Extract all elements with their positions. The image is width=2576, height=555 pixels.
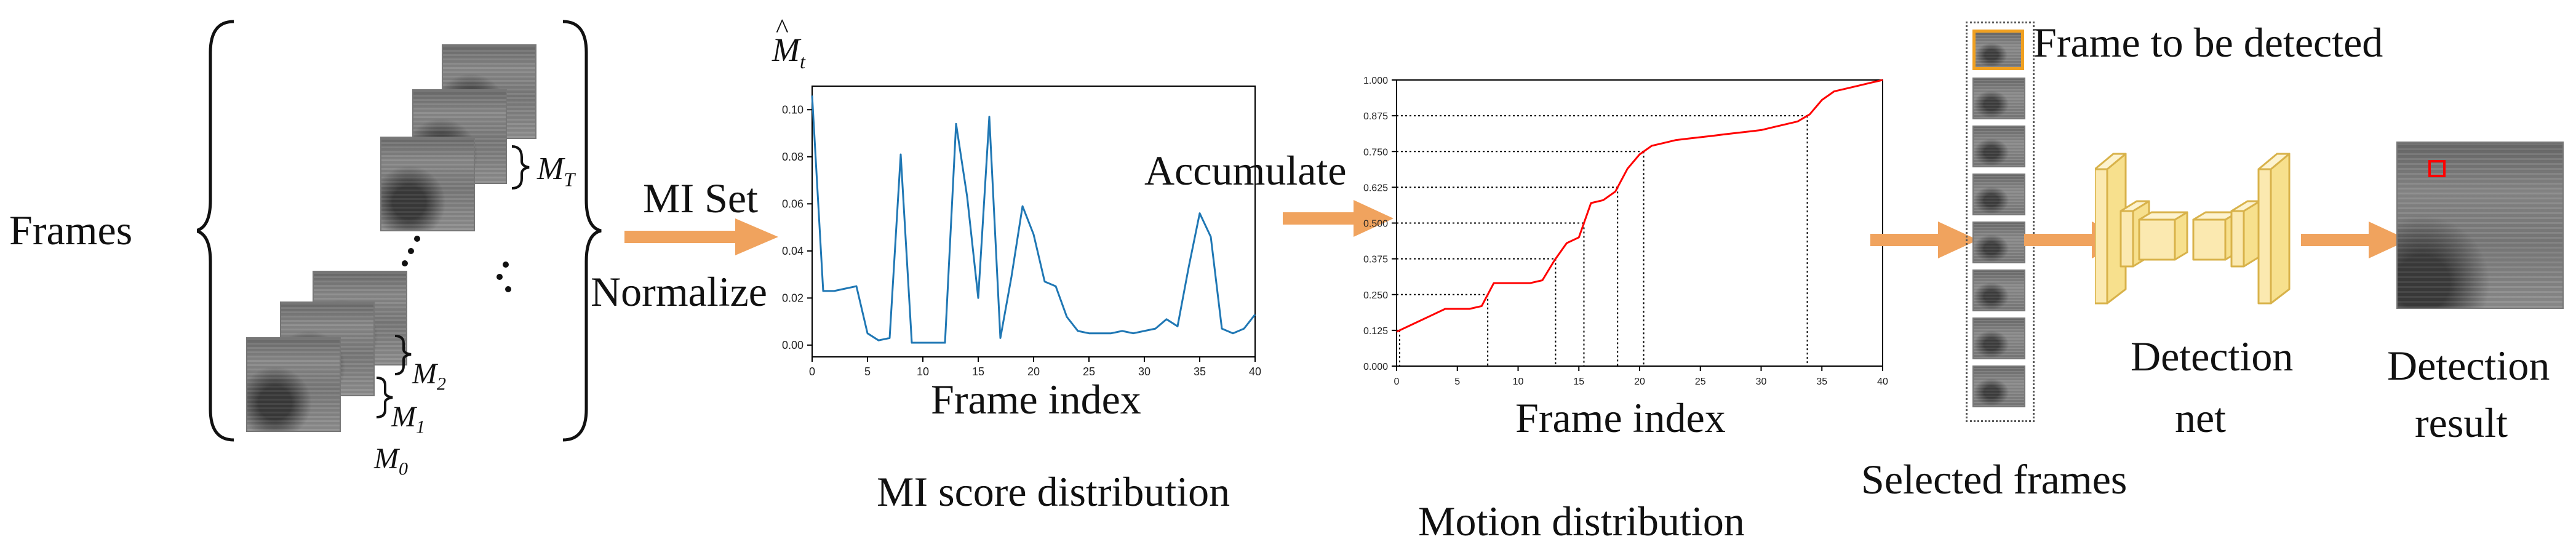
- motion-label-m1: M1: [391, 401, 425, 437]
- selected-frame-4: [1972, 174, 2025, 215]
- brace-m1: [376, 377, 393, 418]
- x-tick-label: 35: [1194, 365, 1206, 378]
- series-line: [811, 95, 1256, 344]
- y-tick-label: 0.375: [1363, 255, 1388, 265]
- x-tick-label: 30: [1756, 377, 1767, 387]
- x-tick-label: 0: [809, 365, 815, 378]
- y-tick-label: 0.875: [1363, 111, 1388, 122]
- arrow-1: [624, 218, 778, 255]
- y-tick-label: 0.04: [782, 245, 804, 257]
- selected-frame-7: [1972, 317, 2025, 359]
- detection-result-line2: result: [2415, 399, 2508, 446]
- y-tick-label: 0.08: [782, 151, 804, 163]
- y-tick-label: 0.250: [1363, 290, 1388, 301]
- x-tick-label: 10: [1513, 377, 1524, 387]
- y-tick-label: 1.000: [1363, 76, 1388, 86]
- arrow-5: [2301, 222, 2409, 258]
- detection-bounding-box: [2428, 160, 2446, 177]
- detection-result-image: [2396, 142, 2564, 309]
- frame-stack-lower-1: [246, 337, 341, 432]
- x-tick-label: 5: [864, 365, 871, 378]
- x-tick-label: 25: [1695, 377, 1706, 387]
- y-tick-label: 0.000: [1363, 362, 1388, 372]
- frames-ellipsis-dots: [402, 236, 511, 292]
- x-tick-label: 30: [1138, 365, 1150, 378]
- motion-distribution-chart: 0 5 10 15 20 25 30 35 40 0.000 0.125 0.250 0.375 0.50…: [1363, 76, 1888, 387]
- arrow1-bottom-label: Normalize: [591, 268, 767, 315]
- detection-net-line1: Detection: [2131, 333, 2294, 380]
- arrow-3: [1870, 222, 1978, 258]
- selected-frame-8: [1972, 365, 2025, 407]
- y-tick-label: 0.06: [782, 198, 804, 210]
- x-tick-label: 40: [1249, 365, 1261, 378]
- x-tick-label: 20: [1027, 365, 1040, 378]
- mi-chart-xlabel: Frame index: [931, 376, 1141, 423]
- y-tick-label: 0.00: [782, 339, 804, 351]
- y-tick-label: 0.125: [1363, 326, 1388, 337]
- x-tick-label: 40: [1877, 377, 1888, 387]
- selected-frames-strip: [1966, 22, 2035, 422]
- selected-frame-6: [1972, 270, 2025, 311]
- mi-score-chart: 0 5 10 15 20 25 30 35 40 0.00 0.02 0.04 0.06 0.08 0.10: [782, 86, 1261, 378]
- motion-chart-caption: Motion distribution: [1418, 498, 1745, 545]
- right-curly-brace: [562, 20, 602, 442]
- x-tick-label: 10: [917, 365, 929, 378]
- brace-mt: [511, 145, 530, 190]
- x-tick-label: 0: [1394, 377, 1400, 387]
- motion-braces: [376, 145, 530, 418]
- x-tick-label: 20: [1634, 377, 1645, 387]
- arrow1-top-label: MI Set: [643, 175, 758, 222]
- y-tick-label: 0.10: [782, 103, 804, 116]
- motion-chart-xlabel: Frame index: [1515, 394, 1726, 441]
- mi-chart-ylabel: ^ Mt: [772, 14, 805, 73]
- frames-brace-group: [197, 20, 602, 442]
- selected-frame-3: [1972, 126, 2025, 167]
- frame-to-detect-label: Frame to be detected: [2033, 19, 2383, 66]
- frame-stack-upper-1: [380, 137, 475, 231]
- plot-frame: [811, 86, 1256, 357]
- brace-m2: [394, 335, 412, 375]
- detection-net-diagram: [2095, 153, 2291, 305]
- x-tick-label: 25: [1083, 365, 1095, 378]
- series-line: [1396, 79, 1883, 333]
- y-tick-label: 0.02: [782, 292, 804, 304]
- y-tick-label: 0.625: [1363, 183, 1388, 193]
- selected-frame-5: [1972, 222, 2025, 263]
- selected-frame-1: [1972, 30, 2024, 70]
- detection-result-line1: Detection: [2387, 342, 2550, 389]
- plot-frame: [1396, 79, 1883, 367]
- x-tick-label: 15: [1573, 377, 1584, 387]
- x-tick-label: 35: [1816, 377, 1827, 387]
- selected-frame-2: [1972, 78, 2025, 119]
- frames-label: Frames: [9, 207, 133, 254]
- detection-net-line2: net: [2175, 394, 2227, 441]
- arrow2-label: Accumulate: [1144, 147, 1347, 194]
- ylabel-hat: ^: [776, 14, 789, 44]
- x-tick-label: 15: [972, 365, 984, 378]
- mi-chart-caption: MI score distribution: [877, 468, 1230, 515]
- motion-label-m0: M0: [374, 442, 408, 479]
- motion-label-m2: M2: [412, 357, 446, 394]
- selected-frames-label: Selected frames: [1861, 456, 2127, 503]
- x-tick-label: 5: [1454, 377, 1460, 387]
- y-tick-label: 0.500: [1363, 219, 1388, 230]
- arrow-2: [1283, 200, 1394, 237]
- left-curly-brace: [197, 20, 234, 442]
- y-tick-label: 0.750: [1363, 147, 1388, 158]
- motion-label-mt: MT: [537, 151, 575, 191]
